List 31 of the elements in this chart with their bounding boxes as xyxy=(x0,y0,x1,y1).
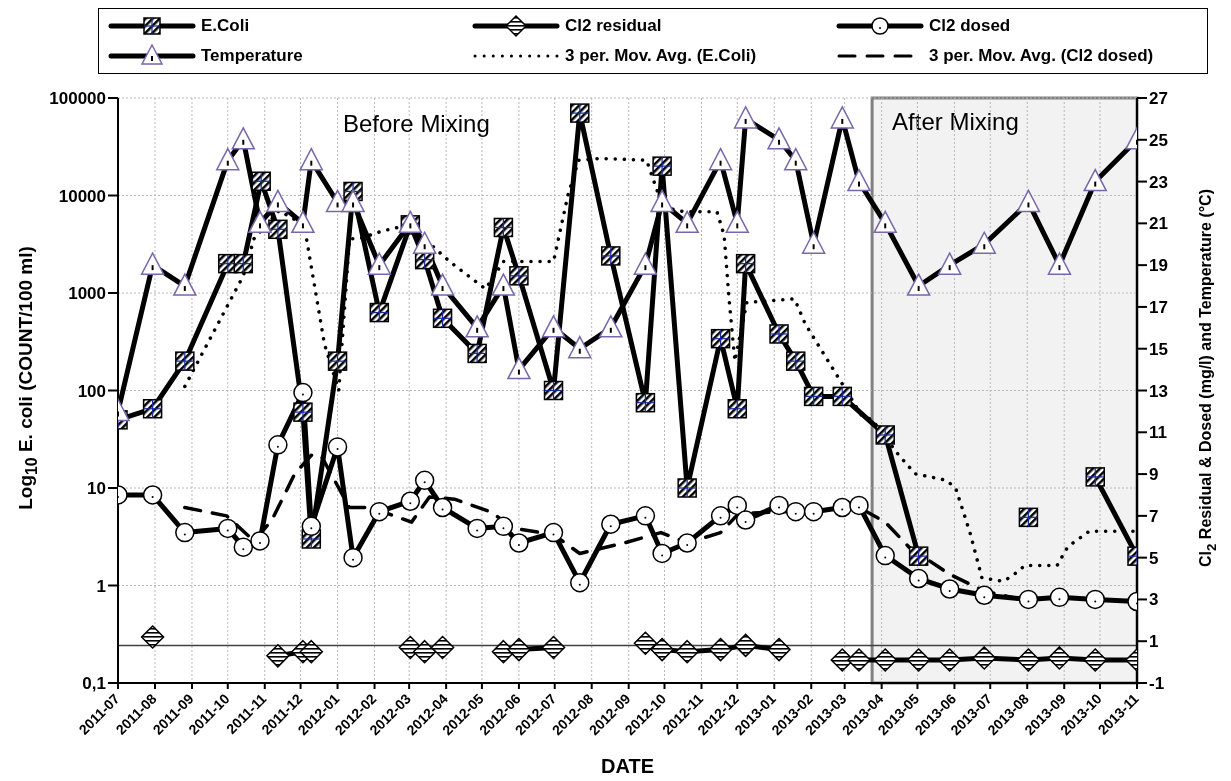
y-tick-label: 10 xyxy=(87,479,106,499)
y2-tick-label: 5 xyxy=(1149,548,1159,568)
legend-label: 3 per. Mov. Avg. (E.Coli) xyxy=(565,46,757,66)
y-tick-label: 100000 xyxy=(49,89,106,109)
y-tick-label: 0,1 xyxy=(82,674,106,694)
y2-tick-label: 17 xyxy=(1149,297,1168,317)
y2-tick-label: -1 xyxy=(1149,674,1165,694)
y2-tick-label: 15 xyxy=(1149,339,1168,359)
y-tick-label: 1 xyxy=(96,576,106,596)
legend-label: 3 per. Mov. Avg. (Cl2 dosed) xyxy=(929,46,1154,66)
y2-tick-label: 23 xyxy=(1149,172,1168,192)
legend-label: E.Coli xyxy=(201,16,250,36)
x-axis-title: DATE xyxy=(601,755,654,777)
y-tick-label: 100 xyxy=(77,381,106,401)
y2-tick-label: 11 xyxy=(1149,423,1167,443)
y2-tick-label: 27 xyxy=(1149,89,1168,109)
y-tick-label: 10000 xyxy=(58,186,106,206)
legend-label: Cl2 dosed xyxy=(929,16,1011,36)
y2-tick-label: 25 xyxy=(1149,130,1168,150)
y2-tick-label: 1 xyxy=(1149,632,1159,652)
y2-tick-label: 19 xyxy=(1149,256,1168,276)
y2-tick-label: 13 xyxy=(1149,381,1168,401)
legend-label: Temperature xyxy=(201,46,303,66)
y-tick-label: 1000 xyxy=(68,284,106,304)
y2-tick-label: 7 xyxy=(1149,506,1159,526)
y2-tick-label: 21 xyxy=(1149,214,1168,234)
y2-tick-label: 3 xyxy=(1149,590,1159,610)
annotation: Before Mixing xyxy=(343,110,490,138)
y2-tick-label: 9 xyxy=(1149,465,1159,485)
legend-label: Cl2 residual xyxy=(565,16,662,36)
band-label: After Mixing xyxy=(892,108,1019,135)
